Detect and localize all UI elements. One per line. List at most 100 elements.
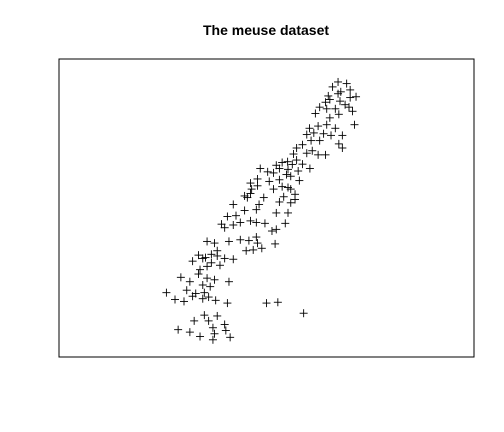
data-point <box>212 296 220 304</box>
data-point <box>242 247 250 255</box>
data-point <box>200 289 208 297</box>
data-point <box>256 165 264 173</box>
data-point <box>323 121 331 129</box>
data-point <box>300 309 308 317</box>
points-layer <box>162 78 360 344</box>
data-point <box>177 273 185 281</box>
data-point <box>322 151 330 159</box>
data-point <box>229 200 237 208</box>
data-point <box>278 183 286 191</box>
data-point <box>209 336 217 344</box>
data-point <box>210 276 218 284</box>
data-point <box>206 283 214 291</box>
data-point <box>189 257 197 265</box>
data-point <box>334 78 342 86</box>
data-point <box>272 225 280 233</box>
data-point <box>171 296 179 304</box>
data-point <box>221 320 229 328</box>
data-point <box>210 239 218 247</box>
data-point <box>343 80 351 88</box>
data-point <box>294 167 302 175</box>
data-point <box>236 236 244 244</box>
data-point <box>275 176 283 184</box>
data-point <box>323 105 331 113</box>
data-point <box>314 122 322 130</box>
data-point <box>270 185 278 193</box>
data-point <box>196 266 204 274</box>
data-point <box>263 299 271 307</box>
data-point <box>280 193 288 201</box>
data-point <box>327 131 335 139</box>
data-point <box>346 94 354 102</box>
data-point <box>232 212 240 220</box>
data-point <box>221 254 229 262</box>
data-point <box>245 237 253 245</box>
data-point <box>246 179 254 187</box>
data-point <box>213 252 221 260</box>
data-point <box>272 209 280 217</box>
data-point <box>338 144 346 152</box>
data-point <box>349 107 357 115</box>
data-point <box>225 278 233 286</box>
data-point <box>226 333 234 341</box>
data-point <box>311 109 319 117</box>
data-point <box>248 185 256 193</box>
data-point <box>287 199 295 207</box>
data-point <box>346 86 354 94</box>
data-point <box>205 317 213 325</box>
data-point <box>194 251 202 259</box>
data-point <box>249 246 257 254</box>
data-point <box>229 255 237 263</box>
data-point <box>186 328 194 336</box>
data-point <box>254 175 262 183</box>
data-point <box>180 297 188 305</box>
data-point <box>326 114 334 122</box>
data-point <box>199 281 207 289</box>
data-point <box>335 110 343 118</box>
data-point <box>295 177 303 185</box>
data-point <box>254 239 262 247</box>
data-point <box>207 250 215 258</box>
data-point <box>284 165 292 173</box>
data-point <box>284 209 292 217</box>
data-point <box>200 311 208 319</box>
data-point <box>194 270 202 278</box>
data-point <box>281 219 289 227</box>
data-point <box>265 177 273 185</box>
data-point <box>331 105 339 113</box>
data-point <box>307 137 315 145</box>
data-point <box>350 121 358 129</box>
data-point <box>252 219 260 227</box>
data-point <box>203 274 211 282</box>
data-point <box>246 217 254 225</box>
data-point <box>210 330 218 338</box>
data-point <box>336 97 344 105</box>
data-point <box>270 169 278 177</box>
data-point <box>331 124 339 132</box>
data-point <box>186 278 194 286</box>
data-point <box>223 299 231 307</box>
data-point <box>225 237 233 245</box>
data-point <box>271 240 279 248</box>
data-point <box>264 168 272 176</box>
data-point <box>223 212 231 220</box>
data-point <box>213 312 221 320</box>
data-point <box>216 261 224 269</box>
data-point <box>260 194 268 202</box>
data-point <box>291 196 299 204</box>
data-point <box>335 140 343 148</box>
data-point <box>196 333 204 341</box>
data-point <box>222 326 230 334</box>
data-point <box>236 219 244 227</box>
data-point <box>274 298 282 306</box>
data-point <box>241 206 249 214</box>
data-point <box>316 103 324 111</box>
data-point <box>207 259 215 267</box>
chart-title: The meuse dataset <box>203 22 329 38</box>
data-point <box>162 289 170 297</box>
data-point <box>203 237 211 245</box>
data-point <box>352 93 360 101</box>
data-point <box>252 233 260 241</box>
data-point <box>254 182 262 190</box>
